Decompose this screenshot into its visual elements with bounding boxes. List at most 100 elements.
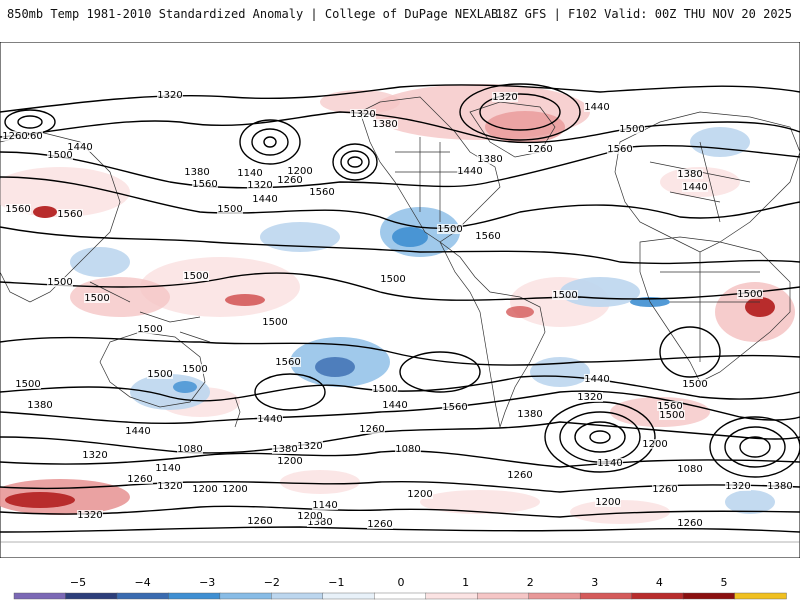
svg-text:1440: 1440 xyxy=(584,102,609,113)
colorbar-tick-label: −3 xyxy=(199,576,215,589)
header: 850mb Temp 1981-2010 Standardized Anomal… xyxy=(0,0,800,30)
svg-text:1440: 1440 xyxy=(67,142,92,153)
contour-label: 1320 xyxy=(297,441,323,452)
svg-text:1260: 1260 xyxy=(507,470,532,481)
svg-text:1500: 1500 xyxy=(147,369,172,380)
contour-label: 1080 xyxy=(177,444,203,455)
colorbar-swatch xyxy=(168,592,221,600)
contour-label: 1140 xyxy=(237,168,263,179)
contour-label: 1560 xyxy=(192,179,218,190)
colorbar-tick-label: 2 xyxy=(527,576,534,589)
svg-text:1260: 1260 xyxy=(127,474,152,485)
colorbar-ticks: −5 −4 −3 −2 −1 0 1 2 3 4 5 xyxy=(70,576,728,589)
contour-label: 1260 xyxy=(367,519,393,530)
svg-text:1500: 1500 xyxy=(217,204,242,215)
svg-text:1140: 1140 xyxy=(237,168,262,179)
svg-text:1260: 1260 xyxy=(277,175,302,186)
svg-text:1320: 1320 xyxy=(725,481,750,492)
colorbar-tick-label: −2 xyxy=(264,576,280,589)
contour-label: 1200 xyxy=(407,489,433,500)
height-contours xyxy=(0,83,800,533)
contour-label: 1500 xyxy=(217,204,243,215)
contour-label: 1260 xyxy=(652,484,678,495)
svg-text:1500: 1500 xyxy=(47,150,72,161)
contour-label: 1320 xyxy=(157,481,183,492)
svg-text:1320: 1320 xyxy=(577,392,602,403)
svg-text:1560: 1560 xyxy=(475,231,500,242)
contour-label: 1320 xyxy=(725,481,751,492)
contour-label: 1380 xyxy=(517,409,543,420)
contour-label: 1500 xyxy=(47,277,73,288)
contour-label: 1200 xyxy=(222,484,248,495)
contour-label: 1560 xyxy=(475,231,501,242)
contour-label: 1320 xyxy=(492,92,518,103)
contour-label: 1500 xyxy=(737,289,763,300)
land-boundaries xyxy=(0,96,800,543)
contour-label: 1140 xyxy=(312,500,338,511)
colorbar-tick-label: 3 xyxy=(591,576,598,589)
svg-text:1500: 1500 xyxy=(437,224,462,235)
svg-text:1200: 1200 xyxy=(297,511,322,522)
svg-text:1200: 1200 xyxy=(222,484,247,495)
contour-label: 1500 xyxy=(147,369,173,380)
svg-text:1080: 1080 xyxy=(677,464,702,475)
svg-text:1440: 1440 xyxy=(382,400,407,411)
contour-label: 1380 xyxy=(372,119,398,130)
contour-label: 1500 xyxy=(552,290,578,301)
svg-text:1260: 1260 xyxy=(677,518,702,529)
contour-label: 1380 xyxy=(767,481,793,492)
svg-text:1320: 1320 xyxy=(297,441,322,452)
contour-label: 1140 xyxy=(597,458,623,469)
svg-text:1560: 1560 xyxy=(192,179,217,190)
svg-text:1440: 1440 xyxy=(457,166,482,177)
svg-text:1440: 1440 xyxy=(584,374,609,385)
contour-label: 1380 xyxy=(307,517,333,528)
svg-text:1560: 1560 xyxy=(442,402,467,413)
svg-text:1380: 1380 xyxy=(767,481,792,492)
contour-label: 1380 xyxy=(184,167,210,178)
svg-text:1500: 1500 xyxy=(84,293,109,304)
contour-label: 1560 xyxy=(309,187,335,198)
svg-text:1140: 1140 xyxy=(155,463,180,474)
contour-label: 1560 xyxy=(57,209,83,220)
colorbar-swatch xyxy=(65,592,118,600)
svg-text:1380: 1380 xyxy=(477,154,502,165)
colorbar-swatch xyxy=(425,592,478,600)
colorbar: −5 −4 −3 −2 −1 0 1 2 3 4 5 xyxy=(13,576,787,600)
svg-text:1200: 1200 xyxy=(192,484,217,495)
colorbar-tick-label: 0 xyxy=(398,576,405,589)
colorbar-tick-label: −1 xyxy=(328,576,344,589)
contour-label: 1260 xyxy=(2,131,28,142)
contour-label: 1440 xyxy=(125,426,151,437)
contour-label: 1560 xyxy=(657,401,683,412)
svg-text:1440: 1440 xyxy=(682,182,707,193)
svg-text:1500: 1500 xyxy=(182,364,207,375)
contour-label: 1500 xyxy=(47,150,73,161)
colorbar-tick-label: 1 xyxy=(462,576,469,589)
svg-text:1320: 1320 xyxy=(492,92,517,103)
colorbar-swatch xyxy=(374,592,427,600)
contour-label: 1320 xyxy=(77,510,103,521)
svg-text:1200: 1200 xyxy=(277,456,302,467)
contour-label: 1440 xyxy=(382,400,408,411)
colorbar-swatch xyxy=(477,592,530,600)
svg-text:1440: 1440 xyxy=(125,426,150,437)
svg-text:1200: 1200 xyxy=(595,497,620,508)
svg-text:1380: 1380 xyxy=(372,119,397,130)
svg-text:1380: 1380 xyxy=(517,409,542,420)
contour-label: 1440 xyxy=(257,414,283,425)
contour-label: 1320 xyxy=(577,392,603,403)
contour-label: 1380 xyxy=(272,444,298,455)
contour-label: 1200 xyxy=(192,484,218,495)
svg-text:1380: 1380 xyxy=(27,400,52,411)
contour-label: 1320 xyxy=(82,450,108,461)
svg-text:1500: 1500 xyxy=(552,290,577,301)
svg-text:1260: 1260 xyxy=(527,144,552,155)
contour-label: 1320 xyxy=(350,109,376,120)
colorbar-tick-label: 4 xyxy=(656,576,663,589)
svg-text:1560: 1560 xyxy=(309,187,334,198)
colorbar-swatches xyxy=(13,592,787,600)
contour-label: 1500 xyxy=(619,124,645,135)
contour-label: 1320 xyxy=(247,180,273,191)
